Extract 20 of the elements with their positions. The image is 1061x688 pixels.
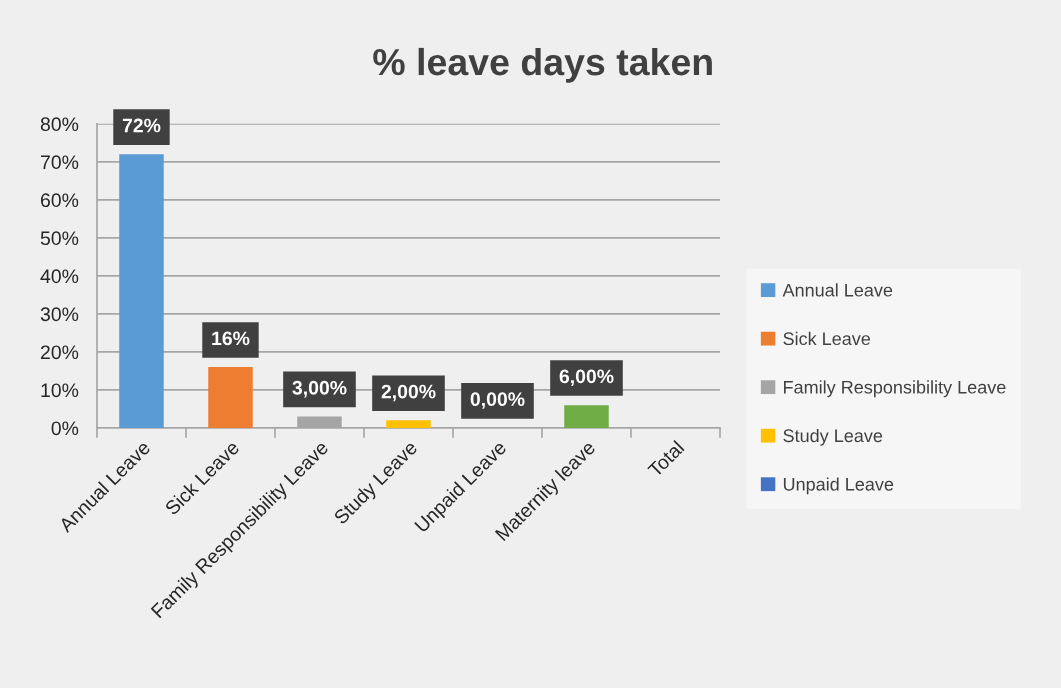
- data-label: 72%: [122, 118, 161, 133]
- data-label: 3,00%: [292, 380, 347, 398]
- y-tick-label: 60%: [40, 193, 79, 208]
- y-tick-label: 70%: [41, 155, 79, 170]
- legend-label: Sick Leave: [783, 331, 871, 346]
- data-label: 2,00%: [381, 384, 436, 402]
- legend-label: Family Responsibility Leave: [784, 380, 1006, 398]
- y-tick-label: 50%: [40, 231, 79, 246]
- y-tick-label: 20%: [40, 345, 79, 360]
- legend-label: Annual Leave: [782, 283, 893, 297]
- y-tick-label: 30%: [40, 307, 79, 322]
- data-label: 6,00%: [559, 369, 614, 387]
- data-label: 0,00%: [470, 392, 525, 409]
- data-label: 16%: [212, 331, 250, 346]
- y-tick-label: 10%: [41, 383, 79, 398]
- chart-title: % leave days taken: [373, 47, 712, 83]
- legend-label: Study Leave: [783, 428, 883, 446]
- y-tick-label: 40%: [40, 269, 79, 284]
- y-tick-label: 0%: [51, 421, 79, 436]
- y-tick-label: 80%: [40, 117, 79, 132]
